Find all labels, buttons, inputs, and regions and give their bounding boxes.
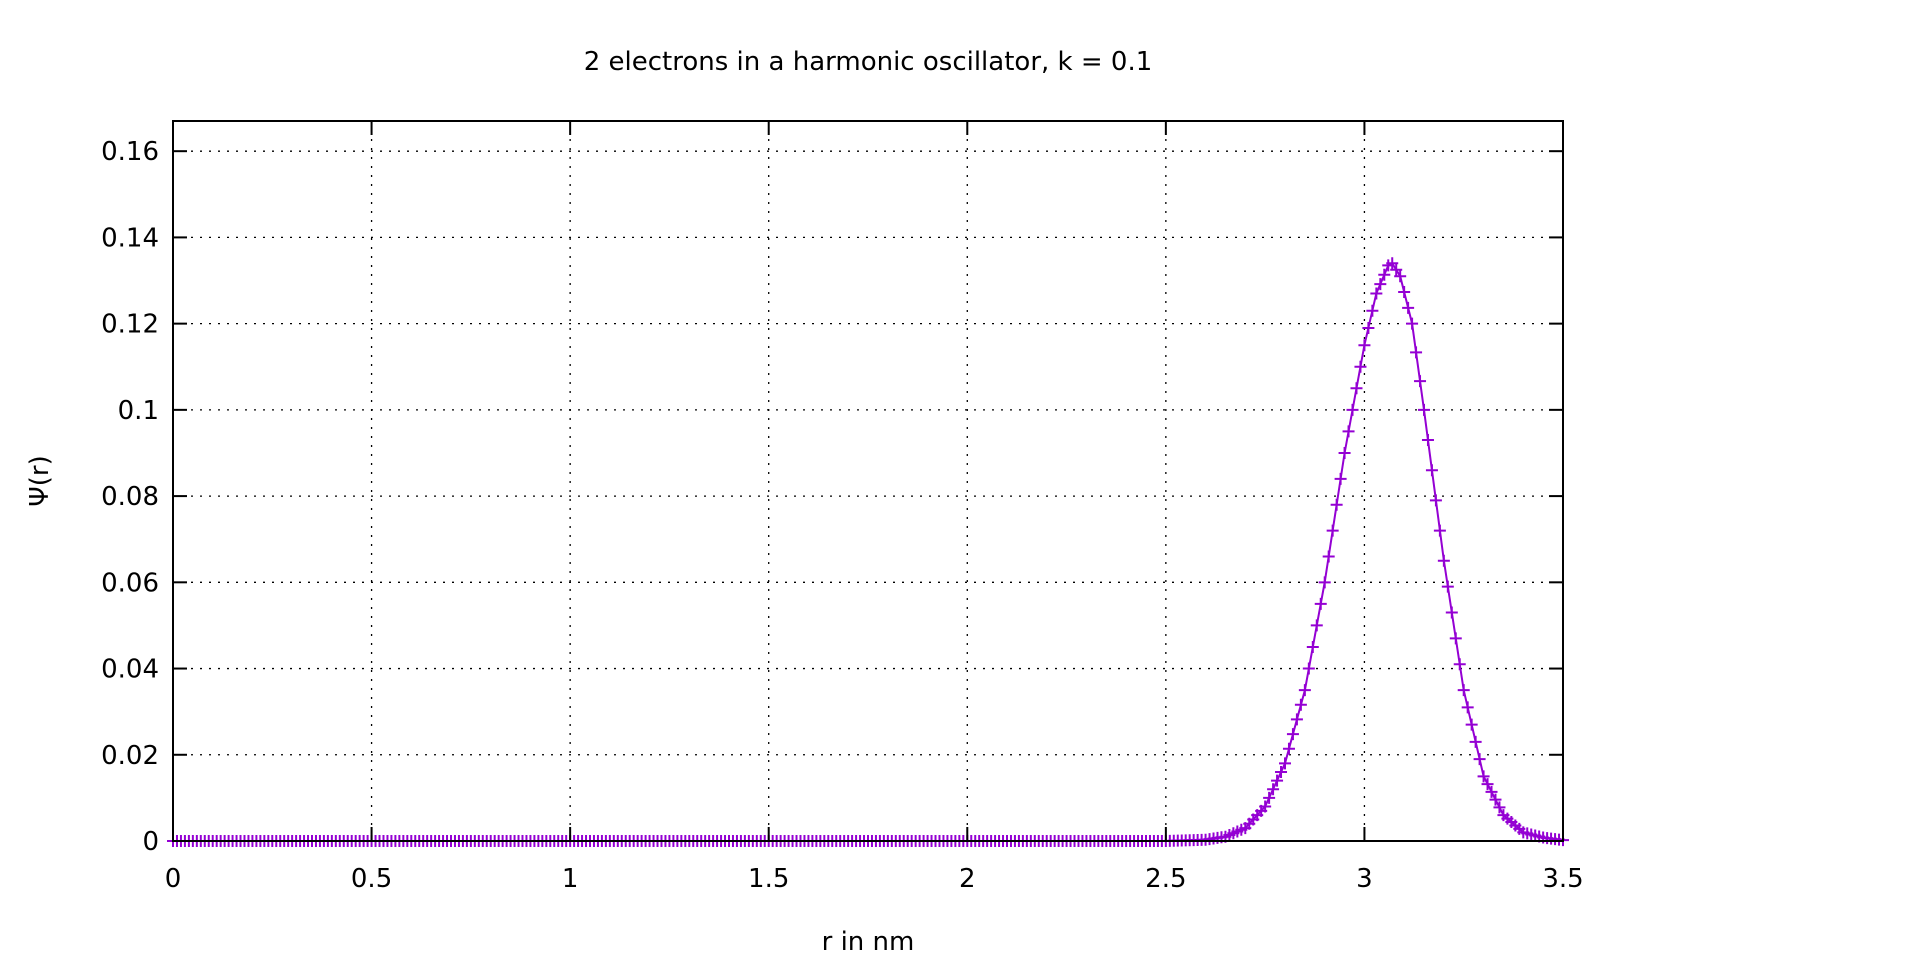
data-point — [1465, 718, 1478, 731]
data-point — [1346, 403, 1359, 416]
y-tick-label: 0.16 — [101, 137, 159, 167]
data-point — [1402, 301, 1415, 314]
data-point — [1334, 472, 1347, 485]
data-point — [1433, 524, 1446, 537]
data-point — [1425, 464, 1438, 477]
data-point — [1485, 785, 1498, 798]
data-point — [1275, 766, 1288, 779]
data-point — [1390, 263, 1403, 276]
data-point — [1493, 801, 1506, 814]
x-tick-label: 3.5 — [1542, 864, 1583, 894]
data-point — [1437, 554, 1450, 567]
data-point — [1441, 580, 1454, 593]
data-point — [1326, 524, 1339, 537]
x-tick-label: 2.5 — [1145, 864, 1186, 894]
data-point — [1294, 698, 1307, 711]
series-layer — [167, 257, 1569, 847]
tick-layer: 0 0.5 1 1.5 2 2.5 3 3.5 0 0.02 0.04 0.06 0.08 0.1 0.12… — [101, 121, 1584, 894]
data-point — [1318, 576, 1331, 589]
x-tick-label: 1.5 — [748, 864, 789, 894]
grid-layer — [173, 121, 1563, 841]
data-point — [1378, 268, 1391, 281]
x-axis-label: r in nm — [822, 927, 915, 957]
y-tick-label: 0.06 — [101, 568, 159, 598]
data-point — [1406, 317, 1419, 330]
data-point — [1279, 757, 1291, 770]
data-point — [1449, 632, 1462, 645]
data-point — [1282, 742, 1295, 755]
data-point — [1445, 606, 1458, 619]
data-point — [1342, 425, 1355, 438]
data-point — [1461, 701, 1474, 714]
data-point — [1350, 382, 1363, 395]
data-point — [1457, 684, 1470, 697]
data-point — [1473, 753, 1486, 766]
data-point — [1286, 728, 1299, 741]
y-tick-label: 0.08 — [101, 482, 159, 512]
y-tick-label: 0.1 — [118, 396, 159, 426]
data-point — [1398, 286, 1411, 299]
data-point — [1386, 257, 1399, 270]
data-point — [1310, 619, 1323, 632]
data-point — [1338, 446, 1351, 459]
data-point — [1263, 791, 1276, 804]
data-point — [1330, 498, 1343, 511]
y-tick-label: 0.04 — [101, 655, 159, 685]
data-point — [1358, 339, 1371, 352]
data-point — [1298, 684, 1311, 697]
x-tick-label: 3 — [1356, 864, 1373, 894]
data-point — [1366, 304, 1379, 317]
data-point — [1267, 783, 1280, 796]
data-point — [1394, 270, 1407, 283]
data-point — [1477, 770, 1490, 783]
y-tick-label: 0.02 — [101, 741, 159, 771]
data-point — [1374, 278, 1387, 291]
data-point — [1290, 713, 1303, 726]
data-point — [1489, 793, 1502, 806]
plot-frame — [172, 120, 1564, 842]
data-point — [1453, 658, 1466, 671]
x-tick-label: 2 — [959, 864, 976, 894]
data-point — [1481, 778, 1494, 791]
data-point — [1410, 346, 1423, 359]
data-point — [1414, 375, 1427, 388]
data-point — [1418, 403, 1430, 416]
y-tick-label: 0.14 — [101, 223, 159, 253]
data-point — [1469, 735, 1482, 748]
data-point — [1259, 800, 1272, 813]
y-tick-label: 0.12 — [101, 310, 159, 340]
data-point — [1306, 640, 1319, 653]
data-point — [1362, 321, 1375, 334]
data-point — [1271, 774, 1284, 787]
data-point — [1314, 597, 1327, 610]
data-point — [1302, 662, 1315, 675]
x-tick-label: 0.5 — [351, 864, 392, 894]
y-tick-label: 0 — [142, 827, 159, 857]
data-point — [1370, 287, 1383, 300]
x-tick-label: 0 — [165, 864, 182, 894]
y-axis-label: Ψ(r) — [25, 455, 55, 506]
chart-title: 2 electrons in a harmonic oscillator, k … — [584, 47, 1153, 77]
data-point — [1429, 494, 1442, 507]
data-point — [1322, 550, 1335, 563]
data-point — [1421, 434, 1434, 447]
x-tick-label: 1 — [562, 864, 579, 894]
data-point — [1354, 360, 1367, 373]
